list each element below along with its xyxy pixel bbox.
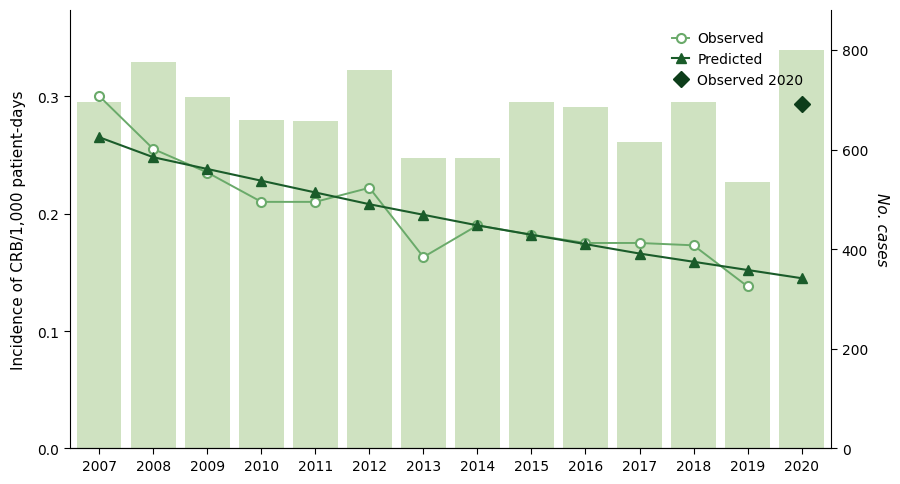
Bar: [77, 103, 122, 449]
Bar: [347, 71, 392, 449]
Predicted: [418, 212, 428, 218]
Observed: [202, 170, 212, 176]
Predicted: [796, 276, 807, 282]
Predicted: [742, 268, 753, 273]
Predicted: [634, 251, 645, 257]
Observed: [688, 243, 699, 249]
Observed: [526, 232, 537, 238]
Y-axis label: No. cases: No. cases: [874, 193, 889, 267]
Bar: [509, 103, 554, 449]
Observed: [94, 94, 104, 100]
Predicted: [256, 179, 266, 184]
Bar: [185, 98, 230, 449]
Predicted: [310, 190, 320, 196]
Predicted: [364, 202, 374, 208]
Bar: [293, 122, 338, 449]
Observed: [256, 199, 266, 205]
Observed: [742, 284, 753, 290]
Bar: [455, 159, 500, 449]
Predicted: [526, 232, 537, 238]
Bar: [131, 63, 176, 449]
Y-axis label: Incidence of CRB/1,000 patient-days: Incidence of CRB/1,000 patient-days: [11, 91, 26, 369]
Bar: [725, 182, 770, 449]
Legend: Observed, Predicted, Observed 2020: Observed, Predicted, Observed 2020: [667, 27, 809, 93]
Observed: [634, 241, 645, 246]
Predicted: [688, 259, 699, 265]
Line: Observed: Observed: [94, 92, 752, 291]
Bar: [671, 103, 716, 449]
Predicted: [202, 166, 212, 172]
Predicted: [94, 135, 104, 141]
Bar: [779, 51, 824, 449]
Bar: [239, 121, 284, 449]
Observed: [148, 147, 158, 152]
Observed: [310, 199, 320, 205]
Observed: [472, 223, 483, 229]
Line: Predicted: Predicted: [94, 133, 806, 284]
Predicted: [472, 223, 483, 229]
Observed: [418, 255, 428, 260]
Bar: [401, 159, 446, 449]
Bar: [617, 143, 662, 449]
Predicted: [580, 242, 591, 247]
Bar: [563, 108, 608, 449]
Observed: [364, 185, 374, 191]
Predicted: [148, 155, 158, 161]
Observed: [580, 241, 591, 246]
